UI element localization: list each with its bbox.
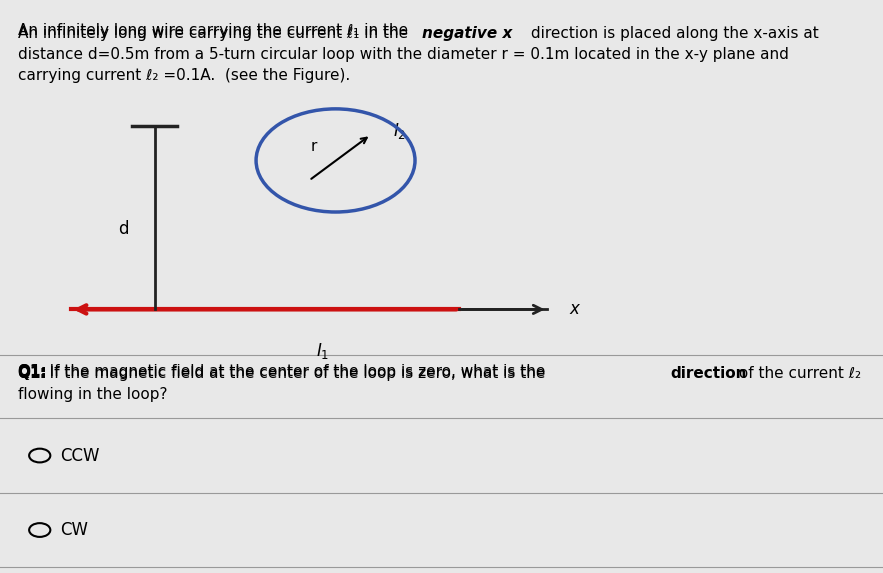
Text: Q1: If the magnetic field at the center of the loop is zero, what is the: Q1: If the magnetic field at the center …	[18, 366, 550, 380]
Text: An infinitely long wire carrying the current ℓ₁ in the: An infinitely long wire carrying the cur…	[18, 23, 412, 38]
Text: x: x	[570, 300, 579, 319]
Text: Q1:: Q1:	[18, 366, 48, 380]
Text: CCW: CCW	[60, 446, 100, 465]
Text: $I_2$: $I_2$	[393, 121, 406, 140]
Text: Q1:: Q1:	[18, 364, 48, 379]
Text: carrying current ℓ₂ =0.1A.  (see the Figure).: carrying current ℓ₂ =0.1A. (see the Figu…	[18, 68, 350, 83]
Text: distance d=0.5m from a 5-turn circular loop with the diameter r = 0.1m located i: distance d=0.5m from a 5-turn circular l…	[18, 47, 789, 62]
Text: An infinitely long wire carrying the current ℓ₁ in the: An infinitely long wire carrying the cur…	[18, 26, 412, 41]
Text: Q1: If the magnetic field at the center of the loop is zero, what is the: Q1: If the magnetic field at the center …	[18, 364, 550, 379]
Text: flowing in the loop?: flowing in the loop?	[18, 387, 167, 402]
Text: $I_1$: $I_1$	[315, 341, 329, 361]
Text: of the current ℓ₂: of the current ℓ₂	[734, 366, 861, 380]
Text: CW: CW	[60, 521, 88, 539]
Text: direction: direction	[670, 366, 747, 380]
Text: direction is placed along the x-axis at: direction is placed along the x-axis at	[526, 26, 819, 41]
Text: d: d	[118, 220, 129, 238]
Text: r: r	[310, 139, 317, 154]
Text: negative x: negative x	[422, 26, 512, 41]
